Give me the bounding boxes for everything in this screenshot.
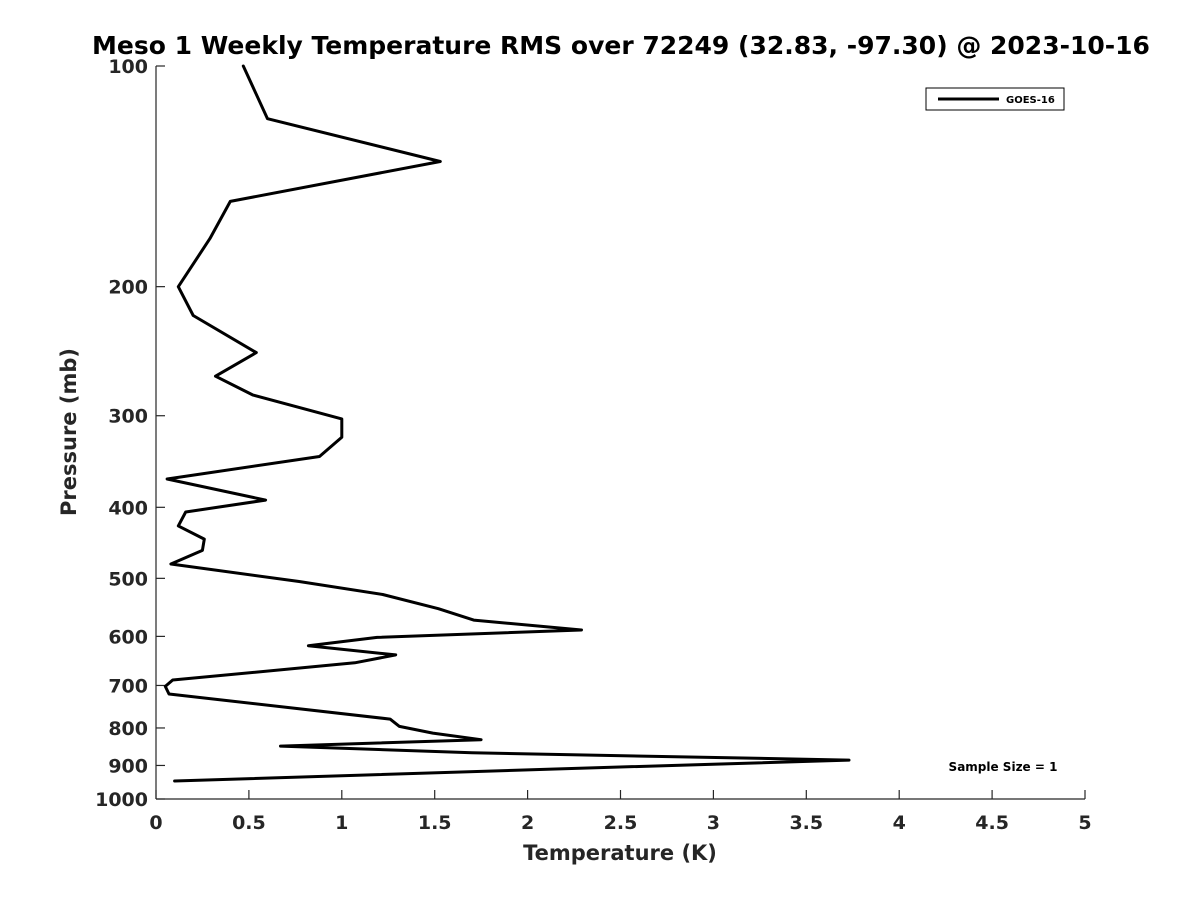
x-tick-label: 0.5 — [232, 812, 266, 834]
y-tick-label: 800 — [108, 718, 148, 740]
y-tick-label: 400 — [108, 497, 148, 519]
x-tick-label: 5 — [1078, 812, 1091, 834]
x-tick-label: 3 — [707, 812, 720, 834]
y-ticks: 100 200 300 400 500 600 700 800 900 1000 — [95, 56, 165, 811]
x-tick-label: 2 — [521, 812, 534, 834]
x-tick-label: 1.5 — [418, 812, 452, 834]
series-line-GOES-16 — [163, 64, 851, 783]
legend: GOES-16 — [925, 87, 1065, 111]
x-tick-label: 0 — [149, 812, 162, 834]
y-axis-label: Pressure (mb) — [57, 348, 81, 516]
x-tick-label: 4 — [893, 812, 906, 834]
x-tick-label: 4.5 — [975, 812, 1009, 834]
y-tick-label: 1000 — [95, 789, 148, 811]
sample-size-annotation: Sample Size = 1 — [949, 760, 1058, 774]
y-tick-label: 300 — [108, 406, 148, 428]
y-tick-label: 200 — [108, 277, 148, 299]
x-tick-label: 3.5 — [789, 812, 823, 834]
y-tick-label: 900 — [108, 755, 148, 777]
y-tick-label: 500 — [108, 568, 148, 590]
x-axis-label: Temperature (K) — [523, 841, 717, 865]
x-tick-label: 2.5 — [604, 812, 638, 834]
chart-title: Meso 1 Weekly Temperature RMS over 72249… — [92, 31, 1150, 60]
legend-label: GOES-16 — [1006, 95, 1055, 106]
y-tick-label: 600 — [108, 626, 148, 648]
x-ticks: 0 0.5 1 1.5 2 2.5 3 3.5 4 4.5 5 — [149, 790, 1092, 834]
y-tick-label: 700 — [108, 675, 148, 697]
x-tick-label: 1 — [335, 812, 348, 834]
y-tick-label: 100 — [108, 56, 148, 78]
series-layer — [163, 64, 851, 783]
